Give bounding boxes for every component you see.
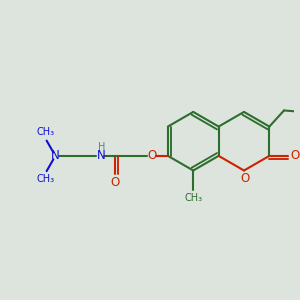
Text: O: O <box>290 149 299 162</box>
Text: O: O <box>241 172 250 185</box>
Text: O: O <box>147 149 156 162</box>
Text: N: N <box>97 149 106 162</box>
Text: H: H <box>98 142 105 152</box>
Text: CH₃: CH₃ <box>36 174 54 184</box>
Text: CH₃: CH₃ <box>36 128 54 137</box>
Text: N: N <box>51 149 60 162</box>
Text: CH₃: CH₃ <box>184 193 202 203</box>
Text: O: O <box>110 176 120 189</box>
